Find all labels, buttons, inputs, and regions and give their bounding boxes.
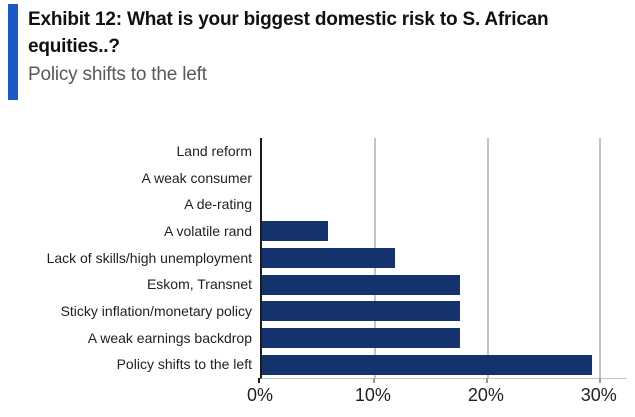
- bar-row: [262, 218, 627, 245]
- category-label: Lack of skills/high unemployment: [46, 249, 252, 266]
- x-tick-label: 20%: [467, 385, 504, 405]
- plot-wrap: 0% 10% 20% 30%: [247, 138, 627, 405]
- bar: [262, 221, 329, 242]
- category-label: Sticky inflation/monetary policy: [60, 302, 252, 319]
- bar-chart: Land reform A weak consumer A de-rating A v…: [0, 138, 627, 405]
- category-label: A weak consumer: [141, 169, 253, 186]
- category-label: Land reform: [176, 143, 252, 159]
- x-tick-mark: [372, 378, 375, 383]
- header-titles: Exhibit 12: What is your biggest domesti…: [28, 4, 628, 100]
- bar-row: [262, 351, 627, 378]
- header-accent-bar: [8, 4, 18, 100]
- gridline-20: [486, 138, 489, 378]
- bar: [262, 247, 395, 268]
- plot-area: [260, 138, 627, 379]
- bar: [262, 274, 460, 295]
- category-label: A volatile rand: [164, 222, 252, 239]
- x-tick-label: 0%: [246, 385, 274, 405]
- category-label: Policy shifts to the left: [116, 356, 252, 373]
- bar: [262, 354, 593, 375]
- x-tick-mark: [598, 378, 601, 383]
- category-label: A de-rating: [184, 196, 252, 213]
- bar: [262, 301, 460, 322]
- bar-row: [262, 271, 627, 298]
- category-label: Eskom, Transnet: [146, 276, 252, 293]
- x-tick-mark: [258, 378, 260, 383]
- bar-row: [262, 325, 627, 352]
- bar-row: [262, 191, 627, 218]
- exhibit-title: Exhibit 12: What is your biggest domesti…: [28, 9, 549, 57]
- category-label: A weak earnings backdrop: [87, 329, 252, 346]
- category-labels: Land reform A weak consumer A de-rating A v…: [0, 138, 260, 379]
- bar-row: [262, 245, 627, 272]
- bar: [262, 327, 460, 348]
- x-tick-label: 10%: [354, 385, 391, 405]
- exhibit-header: Exhibit 12: What is your biggest domesti…: [8, 4, 628, 100]
- exhibit-subtitle: Policy shifts to the left: [28, 64, 207, 85]
- bar-row: [262, 138, 627, 165]
- x-tick-label: 30%: [580, 385, 617, 405]
- bar-row: [262, 298, 627, 325]
- gridline-30: [598, 138, 601, 378]
- bar-row: [262, 165, 627, 192]
- x-tick-mark: [485, 378, 488, 383]
